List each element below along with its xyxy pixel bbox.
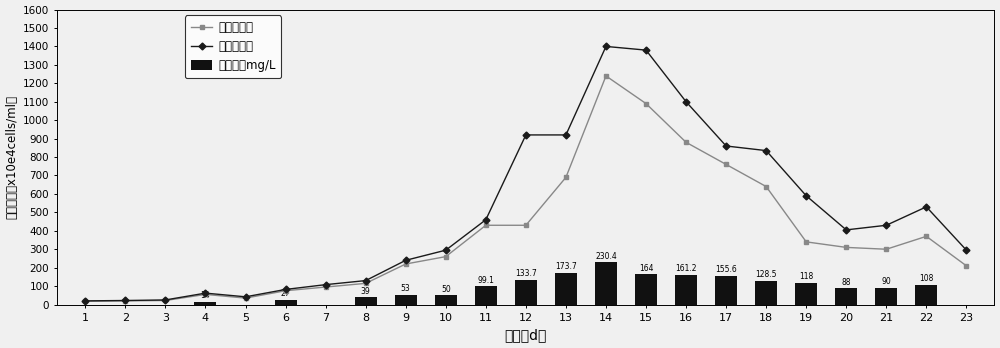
活细胞密度 — [280, 288, 292, 293]
Text: 161.2: 161.2 — [675, 264, 697, 274]
总细胞密度 — [680, 100, 692, 104]
Text: 99.1: 99.1 — [477, 276, 494, 285]
总细胞密度 — [720, 144, 732, 148]
活细胞密度 — [79, 299, 91, 303]
Bar — [675, 275, 697, 304]
Text: 27: 27 — [281, 289, 290, 298]
总细胞密度 — [440, 248, 452, 252]
活细胞密度 — [560, 175, 572, 180]
Bar — [515, 280, 537, 304]
活细胞密度 — [320, 285, 332, 289]
总细胞密度 — [880, 223, 892, 227]
Bar — [355, 297, 377, 304]
Text: 53: 53 — [401, 284, 411, 293]
活细胞密度 — [960, 264, 972, 268]
活细胞密度 — [199, 292, 211, 296]
活细胞密度 — [800, 240, 812, 244]
总细胞密度 — [760, 149, 772, 153]
Y-axis label: 细胞密度（x10e4cells/ml）: 细胞密度（x10e4cells/ml） — [6, 95, 19, 219]
总细胞密度 — [560, 133, 572, 137]
总细胞密度 — [119, 299, 131, 303]
Bar — [795, 283, 817, 304]
Text: 88: 88 — [842, 278, 851, 287]
Text: 108: 108 — [919, 274, 934, 283]
Bar — [595, 262, 617, 304]
Bar — [555, 272, 577, 304]
总细胞密度 — [600, 44, 612, 48]
活细胞密度 — [440, 254, 452, 259]
Bar — [435, 295, 457, 304]
活细胞密度 — [720, 163, 732, 167]
总细胞密度 — [360, 278, 372, 283]
Bar — [755, 281, 777, 304]
活细胞密度 — [840, 245, 852, 250]
总细胞密度 — [240, 295, 252, 299]
总细胞密度 — [920, 205, 932, 209]
Line: 活细胞密度: 活细胞密度 — [83, 73, 969, 304]
Text: 164: 164 — [639, 264, 653, 273]
Bar — [715, 276, 737, 304]
活细胞密度 — [880, 247, 892, 251]
Text: 39: 39 — [361, 287, 371, 296]
总细胞密度 — [400, 258, 412, 262]
活细胞密度 — [400, 262, 412, 266]
活细胞密度 — [920, 234, 932, 238]
Text: 14: 14 — [201, 292, 210, 301]
总细胞密度 — [840, 228, 852, 232]
总细胞密度 — [320, 283, 332, 287]
活细胞密度 — [760, 184, 772, 189]
Text: 128.5: 128.5 — [755, 270, 777, 279]
Line: 总细胞密度: 总细胞密度 — [83, 44, 969, 303]
活细胞密度 — [600, 74, 612, 78]
Text: 90: 90 — [881, 277, 891, 286]
Bar — [915, 285, 937, 304]
活细胞密度 — [119, 299, 131, 303]
活细胞密度 — [480, 223, 492, 227]
Text: 155.6: 155.6 — [715, 266, 737, 274]
总细胞密度 — [79, 299, 91, 303]
总细胞密度 — [520, 133, 532, 137]
Bar — [395, 295, 417, 304]
活细胞密度 — [640, 102, 652, 106]
活细胞密度 — [360, 281, 372, 285]
Text: 133.7: 133.7 — [515, 269, 537, 278]
总细胞密度 — [640, 48, 652, 52]
Bar — [875, 288, 897, 304]
Legend: 活细胞密度, 总细胞密度, 抗体浓度mg/L: 活细胞密度, 总细胞密度, 抗体浓度mg/L — [185, 15, 281, 78]
总细胞密度 — [960, 248, 972, 252]
Bar — [835, 288, 857, 304]
X-axis label: 时间（d）: 时间（d） — [505, 329, 547, 342]
Text: 118: 118 — [799, 272, 813, 281]
活细胞密度 — [680, 140, 692, 144]
Bar — [194, 302, 216, 304]
Text: 230.4: 230.4 — [595, 252, 617, 261]
Bar — [635, 274, 657, 304]
总细胞密度 — [480, 218, 492, 222]
Bar — [275, 300, 297, 304]
总细胞密度 — [159, 298, 171, 302]
Text: 173.7: 173.7 — [555, 262, 577, 271]
活细胞密度 — [520, 223, 532, 227]
Bar — [475, 286, 497, 304]
Text: 50: 50 — [441, 285, 451, 294]
总细胞密度 — [800, 194, 812, 198]
总细胞密度 — [280, 287, 292, 292]
活细胞密度 — [159, 299, 171, 303]
总细胞密度 — [199, 291, 211, 295]
活细胞密度 — [240, 296, 252, 300]
